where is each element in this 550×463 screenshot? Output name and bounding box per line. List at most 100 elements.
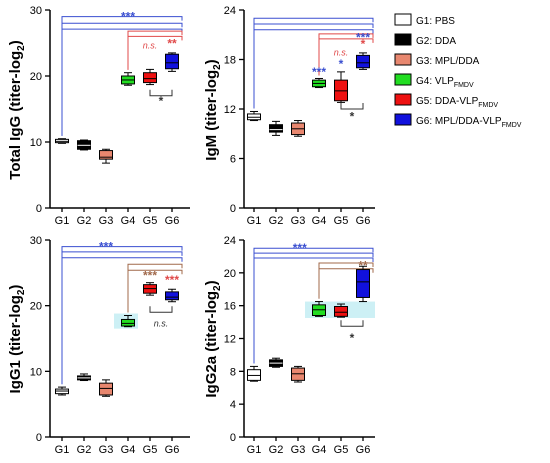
y-axis-label-main: Total IgG (titer-log [7,51,24,180]
legend-swatch [394,53,412,66]
y-tick-label: 30 [30,235,42,247]
chart-panel-3: 0 10 20 30 G1 G2 G3 G4 G5 G6 IgG1 (titer-log2) *** *… [7,235,190,456]
box-g3 [291,365,305,383]
legend-label: G1: PBS [416,16,455,27]
y-axis-label-main: IgG2a (titer-log [203,291,220,398]
significance-label: *** [312,65,326,79]
significance-label: * [159,94,164,108]
x-tick-label: G5 [334,215,349,227]
legend-item: G2: DDA [394,33,456,47]
x-tick-label: G1 [247,444,262,456]
y-tick-label: 0 [230,203,236,215]
comparison-bracket [149,89,173,97]
y-axis-label: IgG2a (titer-log2) [203,280,223,397]
box-g4 [312,301,326,317]
y-tick-label: 24 [224,5,236,17]
x-tick-label: G3 [99,444,114,456]
legend-item: G4: VLPFMDV [394,73,474,89]
x-tick-label: G3 [291,215,306,227]
legend-label: G5: DDA-VLPFMDV [416,96,498,109]
y-axis-label-subscript: 2 [16,289,27,295]
x-tick-label: G6 [165,215,180,227]
y-axis-label: Total IgG (titer-log2) [7,40,27,179]
legend-swatch [394,33,412,46]
y-tick-label: 16 [224,301,236,313]
y-axis-label-main: IgM (titer-log [203,70,220,161]
y-axis-label-main: IgG1 (titer-log [7,295,24,393]
legend-label-main: G1: PBS [416,16,455,27]
x-tick-label: G6 [165,444,180,456]
x-tick-label: G2 [269,444,284,456]
y-axis-label-subscript: 2 [212,285,223,291]
significance-label: * [350,110,355,124]
legend-swatch [394,93,412,106]
y-tick-label: 20 [30,71,42,83]
box-g3 [291,120,305,137]
chart-panel-4: 0 4 8 12 16 20 24 G1 G2 G3 G4 G5 G6 IgG2a (titer-log2… [203,235,375,456]
box-g4 [121,72,135,86]
box-body [165,53,179,70]
x-tick-label: G6 [356,215,371,227]
x-tick-label: G4 [121,444,136,456]
comparison-bracket [149,306,173,313]
x-tick-label: G2 [269,215,284,227]
legend-label-subscript: FMDV [454,82,474,89]
significance-label: *** [143,268,157,282]
box-body [143,72,157,84]
box-body [356,54,370,69]
box-body [334,305,348,317]
significance-label: * [361,37,366,51]
box-body [99,150,113,160]
legend-label-main: G5: DDA-VLP [416,96,479,107]
significance-label: n.s. [334,47,349,57]
x-tick-label: G3 [291,444,306,456]
y-tick-label: 20 [30,301,42,313]
significance-label: ** [358,259,368,273]
x-tick-label: G5 [334,444,349,456]
legend-label-main: G6: MPL/DDA-VLP [416,116,502,127]
legend-label-main: G2: DDA [416,36,456,47]
legend-label: G2: DDA [416,36,456,47]
box-g1 [247,365,261,382]
y-tick-label: 0 [36,432,42,444]
box-g6 [165,52,179,72]
legend-label: G3: MPL/DDA [416,56,480,67]
legend-label: G6: MPL/DDA-VLPFMDV [416,116,522,129]
box-g1 [55,386,69,396]
chart-panel-1: 0 10 20 30 G1 G2 G3 G4 G5 G6 Total IgG (titer-log2… [7,5,190,227]
y-tick-label: 10 [30,137,42,149]
y-axis-label-end: ) [203,59,220,64]
y-axis-label: IgG1 (titer-log2) [7,285,27,394]
x-tick-label: G2 [77,215,92,227]
y-tick-label: 6 [230,154,236,166]
significance-label: ** [167,37,177,51]
significance-label: * [350,331,355,345]
y-axis-label: IgM (titer-log2) [203,59,223,160]
box-g6 [165,288,179,303]
y-axis-label-end: ) [7,40,24,45]
x-tick-label: G1 [247,215,262,227]
legend-label-main: G4: VLP [416,76,454,87]
y-axis-label-subscript: 2 [16,45,27,51]
y-tick-label: 0 [36,203,42,215]
x-tick-label: G4 [312,215,327,227]
significance-stars: *** [121,10,135,24]
legend-label: G4: VLPFMDV [416,76,474,89]
legend: G1: PBS G2: DDA G3: MPL/DDA G4: VLPFMDV G5: … [394,13,522,129]
box-g2 [77,139,91,151]
box-g4 [121,315,135,328]
significance-stars: *** [293,241,307,255]
box-g4 [312,77,326,89]
x-tick-label: G4 [312,444,327,456]
box-g5 [143,68,157,86]
box-g6 [356,52,370,70]
box-g3 [99,379,113,397]
significance-bracket [253,257,374,364]
box-g2 [269,120,283,136]
box-g2 [269,357,283,368]
box-g1 [247,110,261,122]
legend-swatch [394,113,412,126]
box-g6 [356,265,370,303]
